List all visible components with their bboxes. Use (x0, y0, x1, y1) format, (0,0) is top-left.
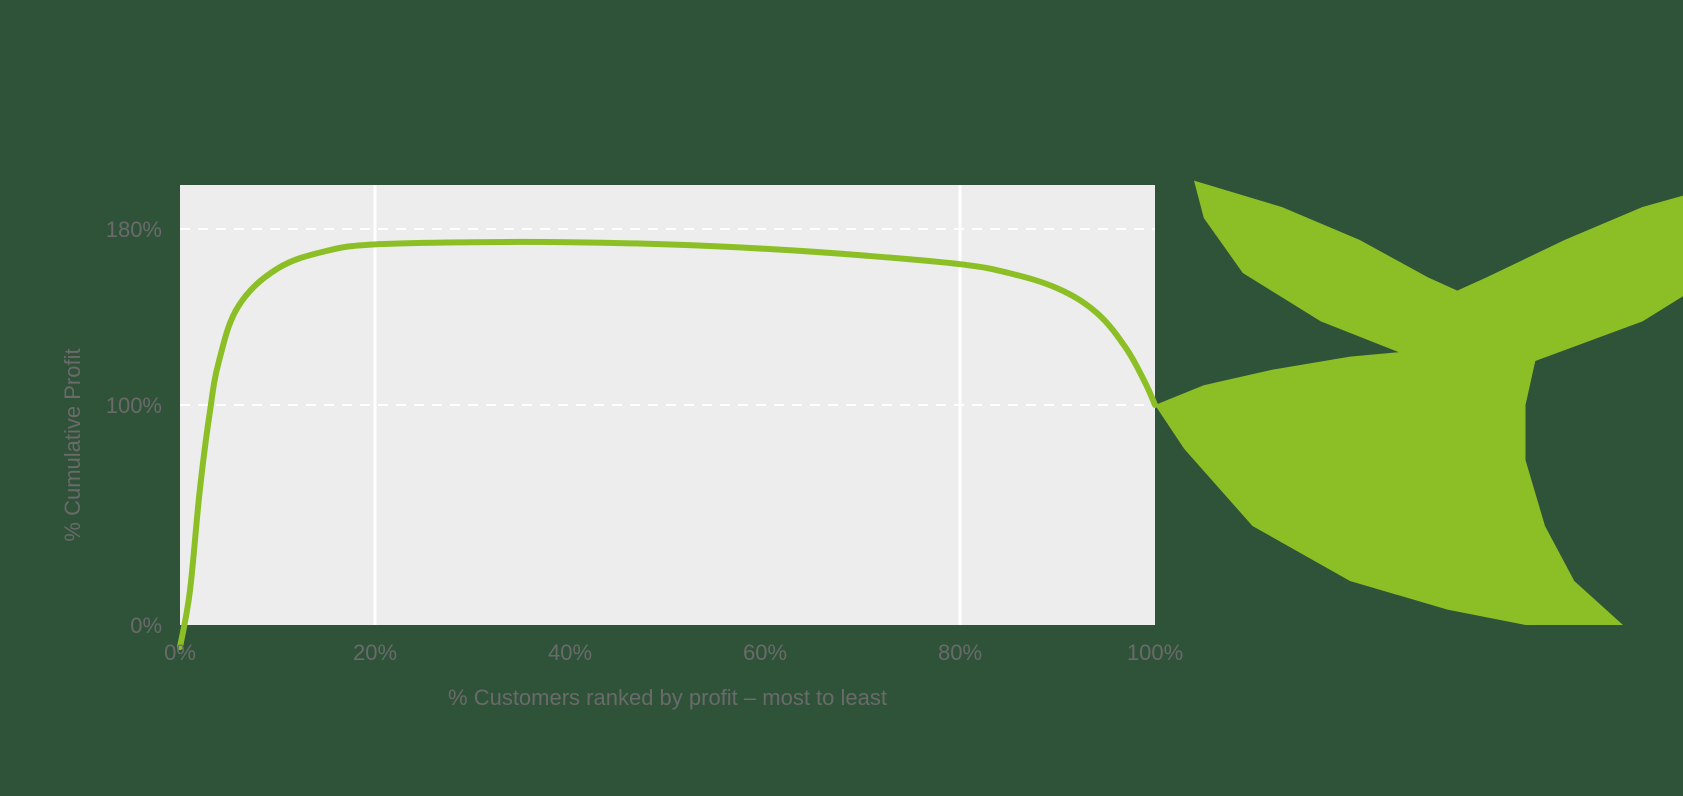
chart-stage: 0% 20% 40% 60% 80% 100% 0% 100% 180% % Customers … (0, 0, 1683, 796)
y-axis-label: % Cumulative Profit (60, 348, 85, 541)
whale-tail (1155, 181, 1683, 625)
x-axis-label: % Customers ranked by profit – most to l… (448, 685, 887, 710)
x-tick-label: 100% (1127, 640, 1183, 665)
x-tick-label: 0% (164, 640, 196, 665)
y-tick-label: 0% (130, 613, 162, 638)
y-tick-label: 100% (106, 393, 162, 418)
y-tick-label: 180% (106, 217, 162, 242)
x-tick-label: 40% (548, 640, 592, 665)
whale-curve-chart: 0% 20% 40% 60% 80% 100% 0% 100% 180% % Customers … (0, 0, 1683, 796)
x-tick-label: 80% (938, 640, 982, 665)
x-tick-label: 20% (353, 640, 397, 665)
x-tick-label: 60% (743, 640, 787, 665)
